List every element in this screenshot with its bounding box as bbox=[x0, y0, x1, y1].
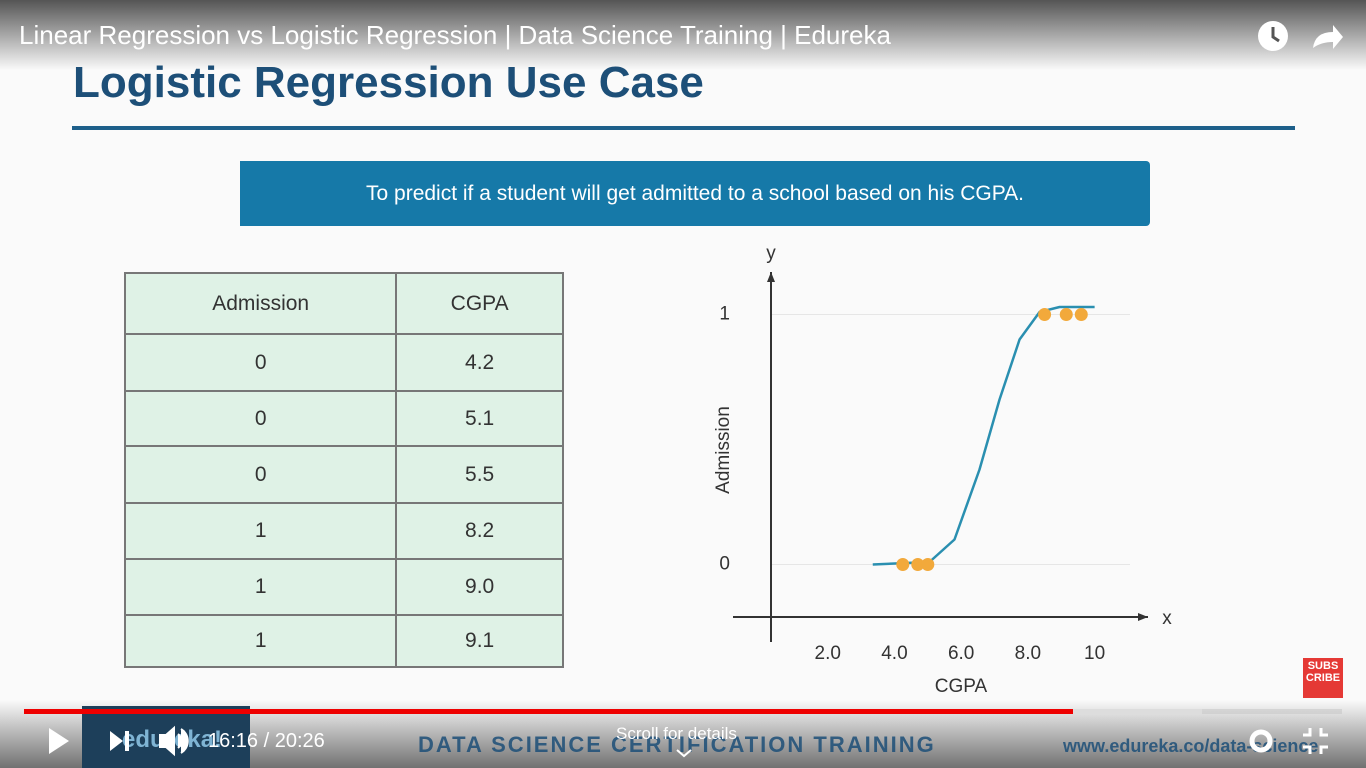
data-point bbox=[896, 558, 910, 571]
data-point bbox=[1038, 308, 1052, 321]
data-point bbox=[1059, 308, 1073, 321]
top-shade bbox=[0, 0, 1366, 70]
subscribe-badge[interactable]: SUBS CRIBE bbox=[1303, 658, 1343, 698]
table-cell: 1 bbox=[123, 614, 398, 668]
video-title[interactable]: Linear Regression vs Logistic Regression… bbox=[19, 20, 891, 50]
x-tick-label: 10 bbox=[1084, 643, 1105, 664]
x-arrow bbox=[1138, 613, 1148, 621]
table-cell: 0 bbox=[123, 390, 398, 447]
table-cell: 5.1 bbox=[395, 390, 564, 447]
slide-heading: Logistic Regression Use Case bbox=[73, 58, 704, 107]
scroll-hint[interactable]: Scroll for details bbox=[616, 724, 737, 743]
table-cell: 5.5 bbox=[395, 445, 564, 504]
table-cell: 8.2 bbox=[395, 502, 564, 560]
data-table: Admission CGPA 0 4.2 0 5.1 0 5.5 1 8.2 1 9.0 1 9.1 bbox=[123, 272, 564, 668]
x-tick-label: 8.0 bbox=[1015, 643, 1041, 664]
fitted-curve bbox=[872, 305, 1095, 566]
footer-title: DATA SCIENCE CERTIFICATION TRAINING bbox=[418, 732, 936, 757]
data-point bbox=[911, 558, 925, 571]
table-cell: 1 bbox=[123, 502, 398, 560]
x-tick-label: 2.0 bbox=[815, 643, 841, 664]
table-header: Admission bbox=[123, 272, 398, 335]
y-axis-name: y bbox=[766, 243, 776, 264]
x-tick-label: 4.0 bbox=[881, 643, 907, 664]
y-tick-label: 1 bbox=[719, 304, 730, 325]
data-point bbox=[921, 558, 935, 571]
footer-url: www.edureka.co/data-science bbox=[1063, 736, 1319, 756]
table-header: CGPA bbox=[395, 272, 564, 335]
progress-played bbox=[24, 709, 1073, 714]
table-cell: 0 bbox=[123, 333, 398, 392]
table-cell: 0 bbox=[123, 445, 398, 504]
table-cell: 9.0 bbox=[395, 558, 564, 616]
data-point bbox=[1074, 308, 1088, 321]
x-axis-label: CGPA bbox=[935, 676, 988, 697]
heading-rule bbox=[72, 126, 1295, 130]
x-axis-name: x bbox=[1162, 608, 1172, 629]
x-tick-label: 6.0 bbox=[948, 643, 974, 664]
y-tick-label: 0 bbox=[719, 554, 730, 575]
table-cell: 9.1 bbox=[395, 614, 564, 668]
y-axis-label: Admission bbox=[713, 406, 734, 494]
table-cell: 4.2 bbox=[395, 333, 564, 392]
y-arrow bbox=[767, 272, 775, 282]
table-cell: 1 bbox=[123, 558, 398, 616]
banner: To predict if a student will get admitte… bbox=[240, 161, 1150, 226]
time-display: 16:16 / 20:26 bbox=[208, 730, 325, 752]
progress-buffer bbox=[1073, 709, 1202, 714]
